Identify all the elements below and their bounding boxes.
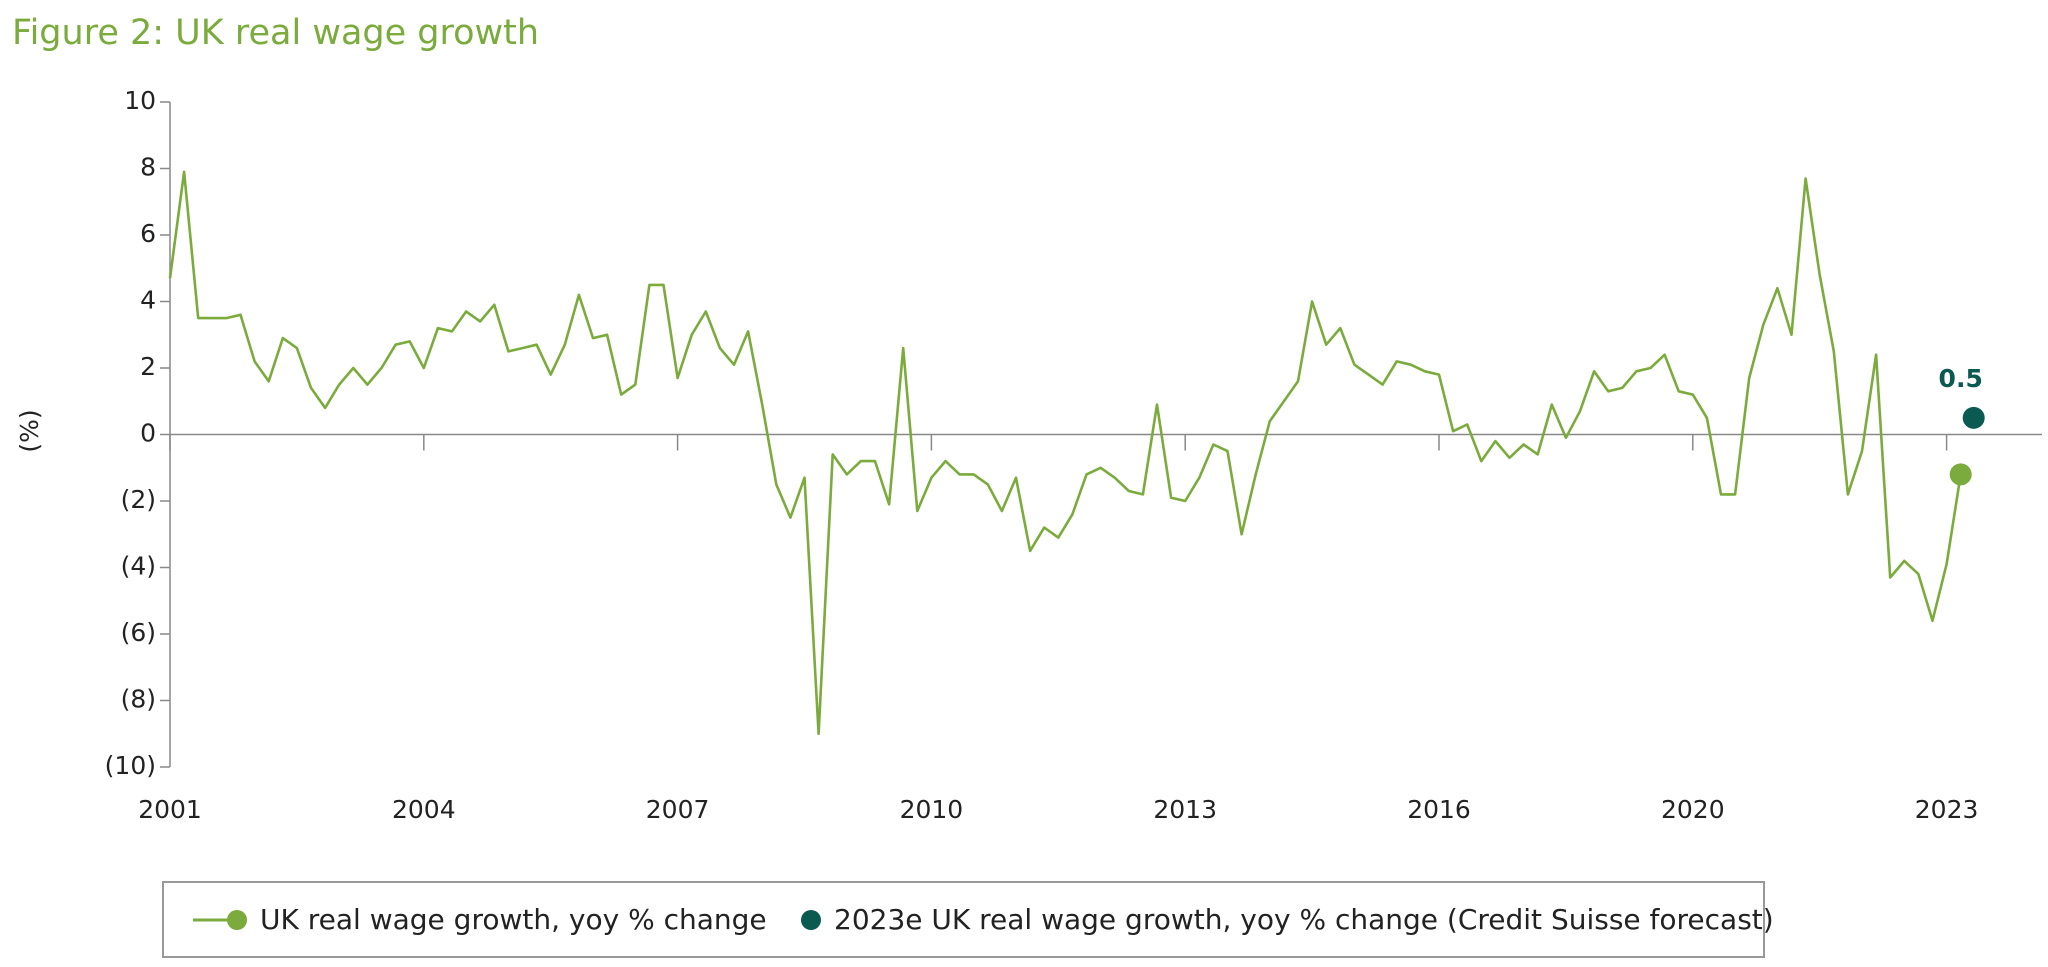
x-tick-label: 2010 xyxy=(900,795,964,824)
y-tick-label: (2) xyxy=(121,485,156,514)
y-tick-label: (10) xyxy=(105,751,156,780)
y-tick-label: 2 xyxy=(140,352,156,381)
y-tick-label: (6) xyxy=(121,618,156,647)
y-tick-label: (4) xyxy=(121,552,156,581)
x-tick-label: 2004 xyxy=(392,795,456,824)
legend-marker xyxy=(227,910,247,930)
x-tick-label: 2007 xyxy=(646,795,710,824)
x-tick-label: 2023 xyxy=(1915,795,1979,824)
x-tick-label: 2001 xyxy=(138,795,202,824)
y-tick-label: 0 xyxy=(140,419,156,448)
legend-label: UK real wage growth, yoy % change xyxy=(260,903,767,936)
data-label: 0.5 xyxy=(1939,364,1983,393)
legend-box xyxy=(162,881,1765,958)
end-marker xyxy=(1949,463,1972,486)
chart-title: Figure 2: UK real wage growth xyxy=(12,13,539,53)
forecast-point xyxy=(1962,406,1985,429)
y-tick-label: 4 xyxy=(140,286,156,315)
data-line xyxy=(168,170,1962,736)
legend-label: 2023e UK real wage growth, yoy % change … xyxy=(834,903,1774,936)
x-tick-label: 2020 xyxy=(1661,795,1725,824)
y-axis-label: (%) xyxy=(15,409,44,452)
y-tick-label: (8) xyxy=(121,685,156,714)
legend-marker xyxy=(801,910,821,930)
y-tick-label: 6 xyxy=(140,219,156,248)
x-tick-label: 2016 xyxy=(1407,795,1471,824)
x-tick-label: 2013 xyxy=(1153,795,1217,824)
y-tick-label: 10 xyxy=(124,86,156,115)
y-tick-label: 8 xyxy=(140,153,156,182)
